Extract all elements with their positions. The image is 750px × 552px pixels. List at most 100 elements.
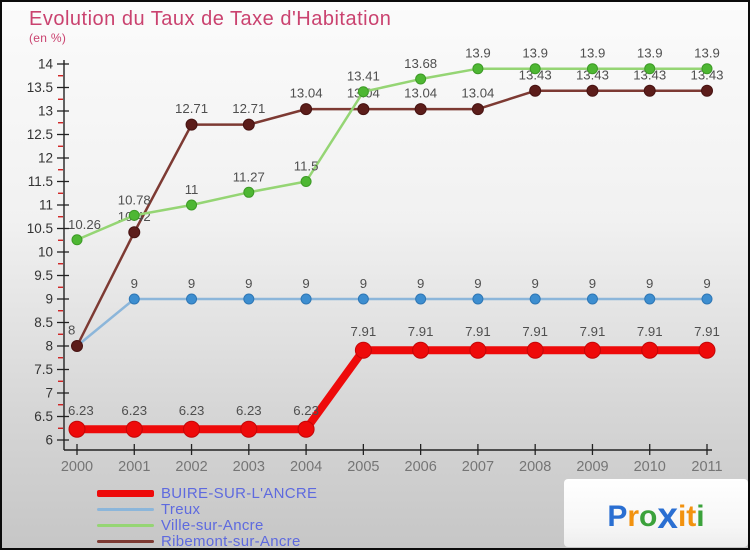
x-tick-label: 2006	[405, 459, 437, 475]
data-label: 7.91	[522, 324, 548, 339]
data-label: 13.9	[694, 46, 720, 61]
data-point	[701, 293, 713, 305]
y-tick-label: 8	[45, 339, 53, 354]
y-tick-label: 14	[38, 57, 54, 72]
data-label: 8	[68, 323, 75, 338]
data-point	[701, 63, 713, 75]
data-point	[529, 63, 541, 75]
data-point	[243, 186, 255, 198]
data-label: 9	[703, 276, 710, 291]
data-point	[586, 63, 598, 75]
legend-label: Treux	[161, 500, 201, 518]
logo-letter: x	[657, 494, 678, 536]
data-label: 9	[532, 276, 539, 291]
data-point	[583, 341, 601, 359]
y-tick-label: 10.5	[27, 221, 53, 236]
data-point	[297, 420, 315, 438]
data-point	[641, 341, 659, 359]
data-label: 9	[131, 276, 138, 291]
x-tick-label: 2007	[462, 459, 494, 475]
series-ribemont-sur-ancre: 810.4212.7112.7113.0413.0413.0413.0413.4…	[68, 67, 724, 352]
logo-letter: r	[627, 499, 640, 533]
y-tick-label: 13.5	[27, 80, 53, 95]
data-label: 13.9	[465, 46, 491, 61]
series-buire-sur-l-ancre: 6.23 6.23 6.23 6.23 6.23 7.91 7.91 7.91 7.91 7.91…	[68, 324, 720, 438]
logo-letter: i	[696, 499, 705, 533]
axes: 6 6.5 7 7.5 8 8.5 9 9.5 10 10.5 11 11.5 12 12.5 13 13.5…	[27, 57, 723, 476]
legend-swatch	[97, 507, 154, 511]
x-tick-label: 2011	[691, 459, 722, 475]
data-point	[125, 420, 143, 438]
data-label: 13.43	[690, 67, 723, 82]
legend-label: BUIRE-SUR-L'ANCRE	[161, 484, 318, 502]
data-point	[128, 293, 140, 305]
data-label: 9	[589, 276, 596, 291]
series-line	[75, 89, 707, 347]
data-point	[300, 103, 313, 116]
data-label: 11.27	[233, 169, 265, 184]
data-label: 13.43	[633, 67, 666, 82]
data-label: 13.9	[522, 46, 548, 61]
y-tick-label: 6.5	[34, 409, 53, 424]
data-label: 9	[417, 276, 424, 291]
data-label: 13.41	[347, 69, 380, 84]
data-point	[128, 209, 140, 221]
data-point	[242, 118, 255, 131]
x-tick-label: 2004	[290, 459, 322, 475]
data-label: 7.91	[351, 324, 377, 339]
y-tick-label: 13	[38, 104, 53, 119]
data-label: 13.9	[637, 46, 663, 61]
data-label: 10.26	[68, 217, 101, 232]
data-point	[472, 293, 484, 305]
data-point	[412, 341, 430, 359]
data-point	[357, 103, 370, 116]
y-tick-label: 6	[45, 433, 53, 448]
data-point	[128, 226, 141, 239]
x-tick-label: 2009	[576, 459, 608, 475]
data-label: 6.23	[179, 403, 205, 418]
logo-letter: i	[677, 499, 687, 533]
data-point	[414, 103, 427, 116]
x-tick-label: 2008	[519, 459, 551, 475]
y-tick-label: 9	[45, 292, 53, 307]
data-point	[354, 341, 372, 359]
x-tick-label: 2005	[347, 459, 379, 475]
chart-title: Evolution du Taux de Taxe d'Habitation	[29, 8, 392, 30]
y-tick-label: 7.5	[34, 362, 53, 377]
x-tick-label: 2003	[233, 459, 265, 475]
data-label: 13.04	[461, 86, 494, 101]
data-point	[71, 340, 83, 352]
data-label: 13.04	[290, 86, 323, 101]
legend-swatch	[97, 489, 154, 497]
data-point	[186, 293, 198, 305]
data-label: 6.23	[121, 403, 147, 418]
data-label: 7.91	[637, 324, 663, 339]
x-tick-label: 2000	[61, 459, 93, 475]
data-label: 11	[185, 182, 199, 197]
data-point	[698, 341, 716, 359]
data-label: 11.5	[294, 159, 319, 174]
data-label: 7.91	[408, 324, 434, 339]
data-point	[526, 341, 544, 359]
y-tick-label: 9.5	[34, 268, 53, 283]
data-label: 13.9	[580, 46, 606, 61]
series-ville-sur-ancre: 10.26 10.78 11 11.27 11.5 13.41 13.68 13.9 13.9 1…	[68, 46, 720, 246]
data-point	[357, 86, 369, 98]
data-point	[415, 73, 427, 85]
legend-item-treux: Treux	[97, 501, 317, 517]
series-line	[77, 346, 707, 434]
legend-item-buire-sur-l-ancre: BUIRE-SUR-L'ANCRE	[97, 485, 317, 501]
data-point	[71, 234, 83, 246]
legend-label: Ribemont-sur-Ancre	[161, 532, 301, 550]
data-point	[300, 176, 312, 187]
legend-item-ribemont-sur-ancre: Ribemont-sur-Ancre	[97, 533, 317, 549]
data-point	[68, 420, 86, 438]
y-tick-label: 10	[38, 245, 53, 260]
data-label: 9	[474, 276, 481, 291]
y-tick-label: 11	[39, 198, 53, 213]
y-tick-label: 8.5	[34, 315, 53, 330]
data-label: 6.23	[236, 403, 262, 418]
